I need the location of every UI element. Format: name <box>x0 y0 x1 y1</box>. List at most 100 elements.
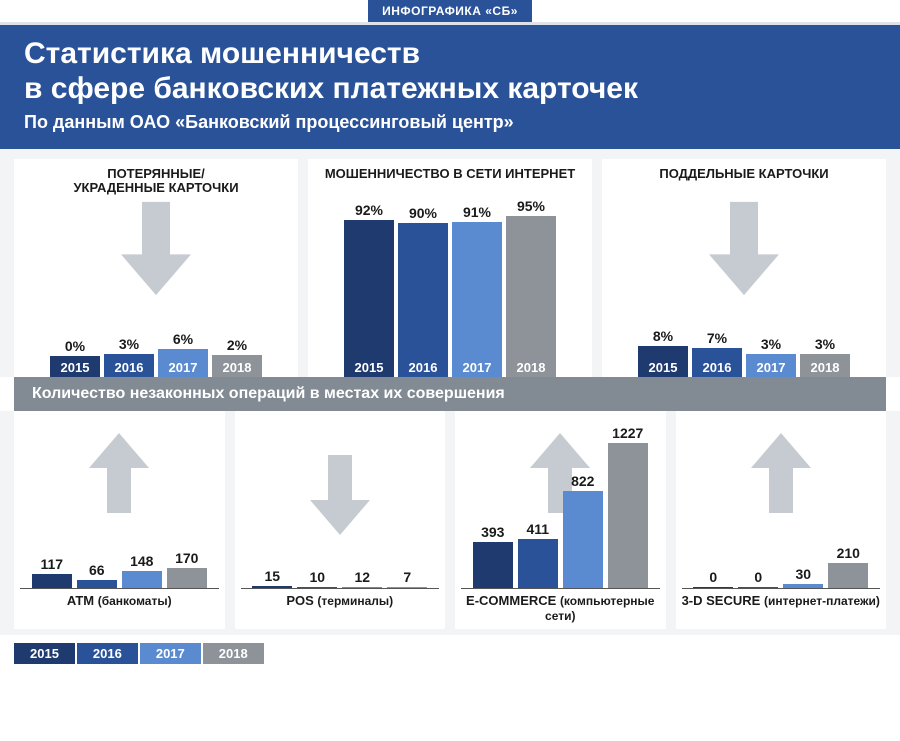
bottom-panel: 117 66 148 170 ATM (банкоматы) <box>14 411 225 629</box>
top-panel: ПОТЕРЯННЫЕ/ УКРАДЕННЫЕ КАРТОЧКИ 0%20153%… <box>14 159 298 377</box>
bar-column: 91% 2017 <box>452 204 502 378</box>
bar-chart: 00 30 210 <box>682 419 881 589</box>
bar <box>738 587 778 588</box>
bar <box>563 491 603 588</box>
year-label: 2017 <box>158 358 208 377</box>
bar-value: 170 <box>167 550 207 566</box>
bar-column: 0 <box>693 569 733 588</box>
bar <box>77 580 117 588</box>
bottom-row: 117 66 148 170 ATM (банкоматы) 15 10 12 7POS (т… <box>0 411 900 635</box>
bar-column: 66 <box>77 562 117 588</box>
bar-value: 8% <box>638 328 688 344</box>
bar-column: 3% 2018 <box>800 336 850 378</box>
bar <box>692 348 742 359</box>
bar <box>122 571 162 588</box>
top-panel: ПОДДЕЛЬНЫЕ КАРТОЧКИ 8%20157%20163%20173%… <box>602 159 886 377</box>
bar-value: 3% <box>800 336 850 352</box>
bar-value: 15 <box>252 568 292 584</box>
bar <box>473 542 513 588</box>
bar-value: 6% <box>158 331 208 347</box>
year-label: 2016 <box>398 358 448 377</box>
bar-value: 30 <box>783 566 823 582</box>
bar-chart: 92% 2015 90% 2016 91% 2017 95% 2018 <box>316 197 584 377</box>
bar-value: 1227 <box>608 425 648 441</box>
bar-column: 8% 2015 <box>638 328 688 377</box>
bar <box>297 587 337 588</box>
bar-column: 2%2018 <box>212 337 262 377</box>
panel-title: POS (терминалы) <box>241 589 440 608</box>
bar-column: 411 <box>518 521 558 588</box>
bar-value: 2% <box>212 337 262 353</box>
bar-column: 117 <box>32 556 72 588</box>
bar-chart: 117 66 148 170 <box>20 419 219 589</box>
bar <box>828 563 868 588</box>
panel-title: ПОТЕРЯННЫЕ/ УКРАДЕННЫЕ КАРТОЧКИ <box>22 167 290 197</box>
legend: 2015201620172018 <box>0 635 900 678</box>
bar <box>518 539 558 588</box>
panel-title: ATM (банкоматы) <box>20 589 219 608</box>
bar-column: 10 <box>297 569 337 588</box>
bar-chart: 3934118221227 <box>461 419 660 589</box>
year-label: 2015 <box>638 358 688 377</box>
bar <box>167 568 207 588</box>
year-label: 2017 <box>746 358 796 377</box>
bar-value: 117 <box>32 556 72 572</box>
year-label: 2015 <box>50 358 100 377</box>
bar <box>398 223 448 358</box>
bar-column: 1227 <box>608 425 648 588</box>
title: Статистика мошенничествв сфере банковски… <box>24 37 876 106</box>
bar-column: 30 <box>783 566 823 588</box>
bar <box>506 216 556 359</box>
bar-value: 393 <box>473 524 513 540</box>
bar-column: 15 <box>252 568 292 588</box>
header: Статистика мошенничествв сфере банковски… <box>0 22 900 149</box>
legend-item: 2015 <box>14 643 75 664</box>
bar <box>452 222 502 359</box>
bar <box>158 349 208 358</box>
year-label: 2018 <box>506 358 556 377</box>
bar <box>638 346 688 358</box>
bar-chart: 8%20157%20163%20173%2018 <box>610 197 878 377</box>
top-panel: МОШЕННИЧЕСТВО В СЕТИ ИНТЕРНЕТ92%201590%2… <box>308 159 592 377</box>
bottom-panel: 3934118221227E-COMMERCE (компьютерные се… <box>455 411 666 629</box>
bar-chart: 15 10 12 7 <box>241 419 440 589</box>
bar-column: 7 <box>387 569 427 588</box>
bottom-panel: 00302103-D SECURE (интернет-платежи) <box>676 411 887 629</box>
year-label: 2016 <box>692 358 742 377</box>
year-label: 2015 <box>344 358 394 377</box>
bar-column: 0%2015 <box>50 338 100 377</box>
bar <box>608 443 648 588</box>
bar-value: 3% <box>746 336 796 352</box>
bar-value: 91% <box>452 204 502 220</box>
bar-column: 148 <box>122 553 162 588</box>
bar <box>32 574 72 588</box>
bar-column: 0 <box>738 569 778 588</box>
bar-value: 66 <box>77 562 117 578</box>
bar <box>342 587 382 588</box>
row2-header: Количество незаконных операций в местах … <box>14 377 886 411</box>
panel-title: ПОДДЕЛЬНЫЕ КАРТОЧКИ <box>610 167 878 197</box>
year-label: 2018 <box>800 358 850 377</box>
year-label: 2017 <box>452 358 502 377</box>
bar-value: 95% <box>506 198 556 214</box>
bottom-panel: 15 10 12 7POS (терминалы) <box>235 411 446 629</box>
bar-value: 92% <box>344 202 394 218</box>
bar <box>387 587 427 588</box>
bar-column: 210 <box>828 545 868 588</box>
bar-chart: 0%20153%20166%20172%2018 <box>22 197 290 377</box>
bar-value: 210 <box>828 545 868 561</box>
bar-value: 90% <box>398 205 448 221</box>
bar-value: 411 <box>518 521 558 537</box>
bar-column: 90% 2016 <box>398 205 448 377</box>
bar-value: 3% <box>104 336 154 352</box>
bar-column: 12 <box>342 569 382 588</box>
bar <box>693 587 733 588</box>
bar-column: 7%2016 <box>692 330 742 378</box>
legend-item: 2018 <box>203 643 264 664</box>
bar-value: 148 <box>122 553 162 569</box>
subtitle: По данным ОАО «Банковский процессинговый… <box>24 112 876 133</box>
legend-item: 2017 <box>140 643 201 664</box>
bar <box>783 584 823 588</box>
bar-value: 10 <box>297 569 337 585</box>
top-row: ПОТЕРЯННЫЕ/ УКРАДЕННЫЕ КАРТОЧКИ 0%20153%… <box>0 149 900 377</box>
